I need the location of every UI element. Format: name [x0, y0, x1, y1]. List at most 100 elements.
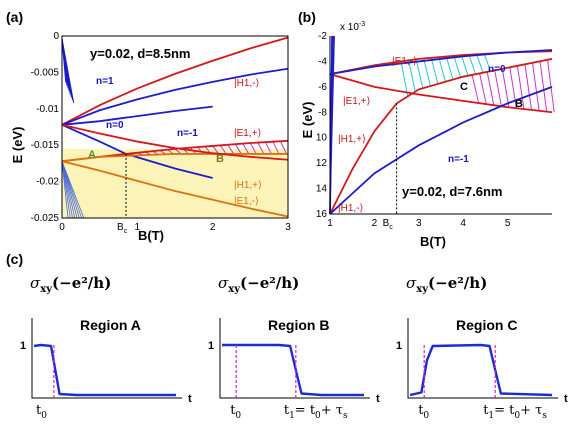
panel-b-label-n0: n=0: [488, 64, 506, 75]
panel-b-hatch-line-14: [486, 71, 495, 106]
panel-b-hatch-line-6: [445, 56, 454, 80]
panel-b-hatch-line-20: [531, 62, 540, 111]
panel-c-curve-2: [409, 343, 553, 397]
panel-a-bc-tick: Bc: [117, 222, 128, 235]
panel-b-series-3-h1: [329, 58, 553, 215]
panel-b-letter: (b): [298, 9, 316, 25]
panel-a-hatch-line-23: [242, 143, 250, 155]
panel-a-series: [61, 36, 289, 218]
panel-a-hatch-line-24: [249, 142, 257, 155]
panel-a-series-6-e1: [61, 160, 289, 218]
panel-b-series-2-n-0: [329, 49, 553, 76]
panel-a-label-nm1: n=-1: [177, 128, 198, 139]
panel-b-hatch-line-12: [471, 74, 480, 104]
panel-a-label-h1p: |H1,+⟩: [234, 180, 262, 191]
panel-a-hatch-line-26: [264, 141, 272, 155]
panel-a-fan-lower-7: [61, 161, 85, 219]
panel-c-axes-2: [407, 318, 558, 399]
panel-b-x-tick-2: 3: [416, 218, 422, 229]
panel-a-hatch-line-20: [219, 145, 227, 155]
panel-c-subplot-1: σxy(−e²/h) Region B 1 t t0 t1= t0+ τs: [208, 274, 380, 421]
panel-b-hatch-line-8: [460, 55, 469, 76]
panel-a-y-tick-4: -0.02: [36, 177, 59, 188]
panel-a-fan-upper-7: [61, 38, 75, 104]
panel-a-hatch-line-22: [234, 143, 242, 155]
panel-a-series-2-n-0: [61, 105, 213, 126]
panel-b-hatch-line-11: [483, 53, 492, 72]
panel-b-xlabel: B(T): [420, 234, 446, 249]
panel-a-label-e1p: |E1,+⟩: [234, 128, 261, 139]
panel-b-hatch-line-1: [408, 60, 416, 92]
panel-b-y-tick-1: -4: [318, 56, 327, 67]
panel-b-ylabel: E (eV): [300, 102, 315, 139]
panel-b-hatch-line-22: [547, 59, 555, 113]
panel-b-x-ticks: 1 2 3 4 5: [327, 218, 511, 229]
panel-a-label-n0: n=0: [106, 120, 124, 131]
panel-b-label-nm1: n=-1: [448, 154, 469, 165]
panel-b-series-1-e1-upper: [329, 50, 553, 76]
panel-a-ylabel: E (eV): [10, 127, 25, 164]
panel-c-ylevel-1: 1: [208, 340, 214, 352]
panel-a-hatch-line-17: [197, 146, 205, 155]
panel-a-label-region-b: B: [216, 153, 224, 165]
panel-c-t0-label-2: t0: [418, 403, 429, 421]
panel-b-multiplier: x 10-3: [340, 21, 365, 33]
panel-a-x-tick-1: 1: [135, 222, 141, 233]
panel-a-label-region-a: A: [88, 149, 96, 161]
panel-b-y-ticks: -2 -4 -6 -8 10 12 14 16: [316, 31, 328, 220]
panel-b-hatch-line-19: [524, 64, 533, 111]
panel-a-xlabel: B(T): [138, 228, 164, 243]
panel-a-hatch-line-21: [227, 144, 235, 155]
panel-c: (c) σxy(−e²/h) Region A 1 t t0 σxy(−e²/h) Regi…: [6, 251, 568, 421]
panel-c-curve-1: [222, 343, 364, 397]
panel-a-shaded-region: [62, 148, 288, 218]
panel-c-axes-0: [31, 318, 182, 399]
panel-a-x-tick-3: 3: [285, 222, 291, 233]
panel-b-y-tick-6: 14: [316, 184, 328, 195]
panel-a-x-ticks: 0 1 2 3: [59, 222, 291, 233]
panel-c-subplot-2: σxy(−e²/h) Region C 1 t t0 t1= t0+ τs: [396, 274, 568, 421]
panel-a-hatch-line-19: [212, 145, 220, 155]
panel-c-title-0: Region A: [80, 317, 141, 333]
panel-b-y-tick-7: 16: [316, 209, 328, 220]
panel-b-y-tick-2: -6: [318, 82, 327, 93]
panel-b-label-h1m: |H1,-⟩: [338, 203, 363, 214]
panel-c-letter: (c): [6, 251, 23, 267]
panel-b-label-region-c: C: [460, 81, 468, 93]
panel-b-hatch-line-18: [516, 65, 525, 110]
panel-b-label-e1p: |E1,+⟩: [343, 96, 370, 107]
panel-b-hatch-line-0: [400, 61, 409, 97]
panel-b-label-region-b: B: [515, 98, 523, 110]
panel-c-t0-label-1: t0: [230, 403, 241, 421]
panel-a-frame: [61, 35, 289, 219]
panel-b-x-tick-4: 5: [505, 218, 511, 229]
panel-b-y-tick-0: -2: [318, 31, 327, 42]
panel-b-hatch-line-16: [501, 68, 510, 108]
panel-b-hatch-line-4: [430, 57, 439, 85]
panel-b-series-4-n-1: [329, 86, 553, 215]
panel-c-t0-label-0: t0: [36, 403, 47, 421]
panel-a-label-n1: n=1: [96, 76, 114, 87]
panel-c-sigma-label-1: σxy(−e²/h): [218, 274, 299, 295]
panel-a-y-tick-3: -0.015: [31, 140, 60, 151]
panel-b-hatch-line-15: [494, 70, 502, 107]
panel-b-hatch-regions: [400, 53, 555, 113]
panel-b-x-tick-3: 4: [460, 218, 466, 229]
panel-a-y-tick-2: -0.01: [36, 104, 59, 115]
panel-a-annotation: y=0.02, d=8.5nm: [90, 46, 190, 61]
panel-c-ylevel-2: 1: [396, 340, 402, 352]
panel-b-hatch-line-21: [539, 61, 548, 112]
panel-a: (a) 0 1 2 3 0 -0.005 -0.01 -0.015 -0.02 -0.025 B…: [6, 9, 291, 243]
panel-b-bc-tick: Bc: [383, 218, 394, 231]
panel-b-x-tick-1: 2: [372, 218, 378, 229]
panel-c-t-label-1: t: [376, 393, 380, 405]
panel-c-t1-label-1: t1= t0+ τs: [284, 403, 348, 421]
panel-c-axes-1: [219, 318, 370, 399]
panel-a-label-e1m: |E1,-⟩: [234, 196, 259, 207]
panel-a-series-0-h1: [61, 36, 289, 126]
panel-b-fan-3: [329, 35, 335, 215]
panel-b-hatch-line-9: [468, 54, 477, 75]
panel-a-label-h1m: |H1,-⟩: [234, 78, 259, 89]
